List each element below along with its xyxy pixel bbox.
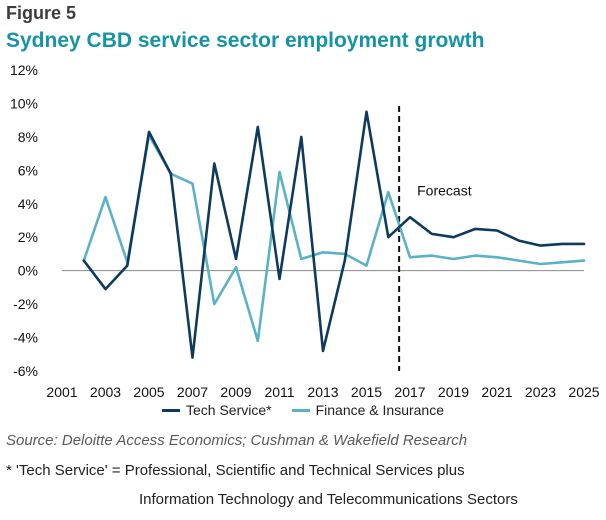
- x-tick-label: 2013: [307, 384, 338, 400]
- legend-label-finance-insurance: Finance & Insurance: [315, 402, 444, 418]
- figure-label: Figure 5: [6, 3, 77, 23]
- x-tick-label: 2001: [46, 384, 77, 400]
- y-tick-label: -4%: [13, 330, 38, 346]
- source-note: Source: Deloitte Access Economics; Cushm…: [6, 432, 468, 449]
- y-tick-label: 10%: [10, 95, 38, 111]
- x-tick-label: 2009: [220, 384, 251, 400]
- x-tick-label: 2019: [438, 384, 469, 400]
- legend-label-tech-service: Tech Service*: [186, 402, 272, 418]
- footnote-line-2: Information Technology and Telecommunica…: [139, 491, 518, 508]
- y-tick-label: -2%: [13, 296, 38, 312]
- x-tick-label: 2017: [394, 384, 425, 400]
- x-tick-label: 2021: [481, 384, 512, 400]
- legend-swatch-finance-insurance: [291, 408, 310, 412]
- x-tick-label: 2023: [525, 384, 556, 400]
- y-tick-label: 8%: [18, 129, 38, 145]
- legend-swatch-tech-service: [162, 408, 180, 412]
- y-tick-label: -6%: [13, 363, 38, 379]
- y-tick-label: 4%: [18, 196, 38, 212]
- x-tick-label: 2007: [177, 384, 208, 400]
- x-tick-label: 2003: [90, 384, 121, 400]
- legend-item-finance-insurance: Finance & Insurance: [291, 402, 444, 418]
- line-chart: 12% 10% 8% 6% 4% 2% 0% -2% -4% -6% 2001 2003 2005 200…: [10, 62, 600, 400]
- legend-item-tech-service: Tech Service*: [162, 402, 272, 418]
- y-tick-label: 2%: [18, 229, 38, 245]
- y-tick-label: 0%: [18, 263, 38, 279]
- chart-title: Sydney CBD service sector employment gro…: [6, 29, 485, 52]
- y-tick-label: 6%: [18, 162, 38, 178]
- x-tick-label: 2015: [351, 384, 382, 400]
- x-tick-label: 2005: [133, 384, 164, 400]
- forecast-annotation: Forecast: [417, 182, 472, 198]
- chart-legend: Tech Service* Finance & Insurance: [0, 402, 606, 418]
- x-tick-label: 2011: [264, 384, 294, 400]
- series-line-tech-service: [82, 110, 586, 359]
- y-tick-label: 12%: [10, 62, 38, 78]
- footnote-line-1: * 'Tech Service' = Professional, Scienti…: [6, 462, 465, 479]
- x-tick-label: 2025: [568, 384, 599, 400]
